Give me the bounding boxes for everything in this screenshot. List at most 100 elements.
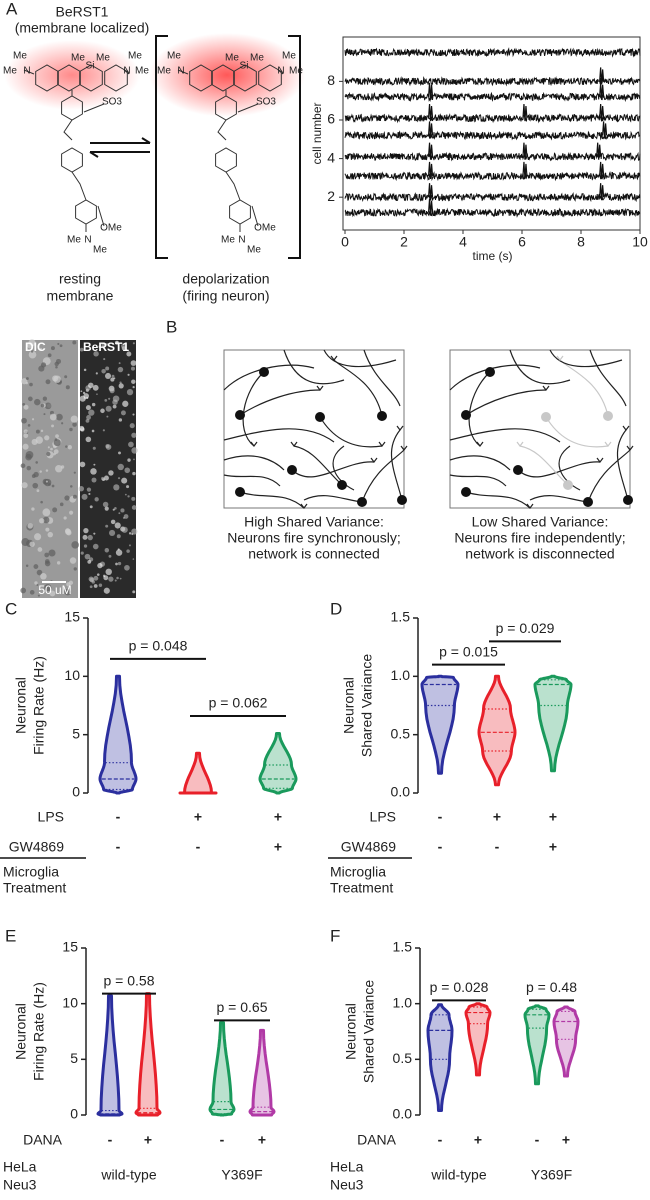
panel-label: B (166, 317, 177, 336)
texture-dot (73, 567, 77, 571)
texture-dot (29, 382, 33, 387)
texture-dot (44, 552, 50, 558)
neuron (235, 410, 245, 420)
neuron (513, 465, 523, 475)
row-value: + (549, 809, 557, 825)
axon (519, 445, 569, 486)
synapse (396, 425, 404, 431)
texture-dot (44, 559, 50, 564)
atom-label: OMe (100, 223, 122, 234)
y-tick-label: 0 (72, 784, 80, 800)
axon (509, 349, 571, 385)
texture-dot (113, 484, 120, 491)
texture-dot (103, 358, 106, 361)
p-value: p = 0.028 (430, 979, 489, 995)
texture-dot (96, 573, 100, 576)
panel-label: C (5, 599, 17, 618)
row-value: + (562, 1132, 570, 1148)
violin (523, 1004, 551, 1086)
texture-dot (60, 465, 65, 469)
row-value: - (438, 1132, 443, 1148)
texture-dot (80, 390, 83, 393)
row-value: + (549, 839, 557, 855)
texture-dot (124, 467, 131, 474)
texture-dot (131, 432, 137, 438)
texture-dot (40, 573, 47, 580)
y-tick-label: 8 (327, 72, 335, 88)
y-axis-label: Neuronal (343, 1003, 359, 1060)
texture-dot (64, 375, 68, 379)
atom-label: N (177, 66, 184, 77)
caption: Neurons fire independently; (454, 530, 625, 546)
texture-dot (85, 405, 91, 411)
axon (239, 389, 321, 416)
texture-dot (92, 543, 99, 550)
row-value: - (116, 839, 121, 855)
row-value: - (495, 839, 500, 855)
neuron (337, 480, 347, 490)
texture-dot (95, 372, 98, 375)
texture-dot (26, 465, 32, 471)
texture-dot (34, 398, 41, 406)
axon (293, 445, 343, 486)
texture-dot (105, 343, 109, 346)
texture-dot (103, 587, 110, 594)
x-tick-label: 10 (632, 234, 648, 250)
texture-dot (69, 427, 73, 432)
texture-dot (121, 526, 128, 533)
atom-label: Me (282, 51, 296, 62)
spike (602, 121, 608, 139)
texture-dot (101, 368, 106, 374)
texture-dot (124, 564, 130, 571)
texture-dot (22, 443, 29, 450)
texture-dot (22, 402, 26, 406)
texture-dot (81, 493, 88, 500)
scale-label: 50 uM (38, 583, 71, 597)
atom-label: Si (86, 61, 95, 72)
axon (332, 445, 355, 491)
row-value: + (474, 1132, 482, 1148)
texture-dot (106, 415, 109, 418)
texture-dot (132, 413, 135, 416)
texture-dot (108, 397, 111, 400)
y-tick-label: 5 (72, 725, 80, 741)
synapse (526, 503, 534, 509)
texture-dot (20, 587, 27, 594)
texture-dot (131, 496, 136, 501)
group-label: Treatment (330, 880, 393, 896)
y-axis-label: Neuronal (13, 677, 29, 734)
p-value: p = 0.65 (217, 999, 268, 1015)
texture-dot (131, 447, 138, 454)
texture-dot (112, 404, 117, 409)
panel-label: D (330, 599, 342, 618)
violin (464, 1002, 492, 1077)
texture-dot (70, 485, 73, 488)
axon (323, 349, 397, 368)
group-label: Microglia (330, 864, 386, 880)
axon (449, 455, 511, 471)
violin (178, 751, 218, 795)
texture-dot (104, 506, 109, 511)
texture-dot (49, 413, 57, 421)
texture-dot (94, 497, 99, 502)
texture-dot (105, 524, 109, 528)
texture-dot (102, 501, 109, 508)
texture-dot (109, 529, 116, 537)
violin (258, 732, 298, 795)
group-label: Neu3 (330, 1177, 364, 1193)
violin (208, 1021, 236, 1117)
texture-dot (79, 347, 84, 352)
synapse (378, 441, 386, 447)
axon (558, 445, 581, 491)
texture-dot (133, 458, 135, 461)
axon (363, 349, 401, 407)
y-tick-label: 15 (64, 609, 80, 625)
image-label: BeRST1 (83, 340, 129, 354)
texture-dot (87, 534, 93, 541)
texture-dot (100, 408, 105, 414)
texture-dot (110, 377, 115, 382)
row-value: - (535, 1132, 540, 1148)
spike (522, 104, 528, 122)
texture-dot (73, 471, 76, 474)
atom-label: Me (221, 235, 235, 246)
